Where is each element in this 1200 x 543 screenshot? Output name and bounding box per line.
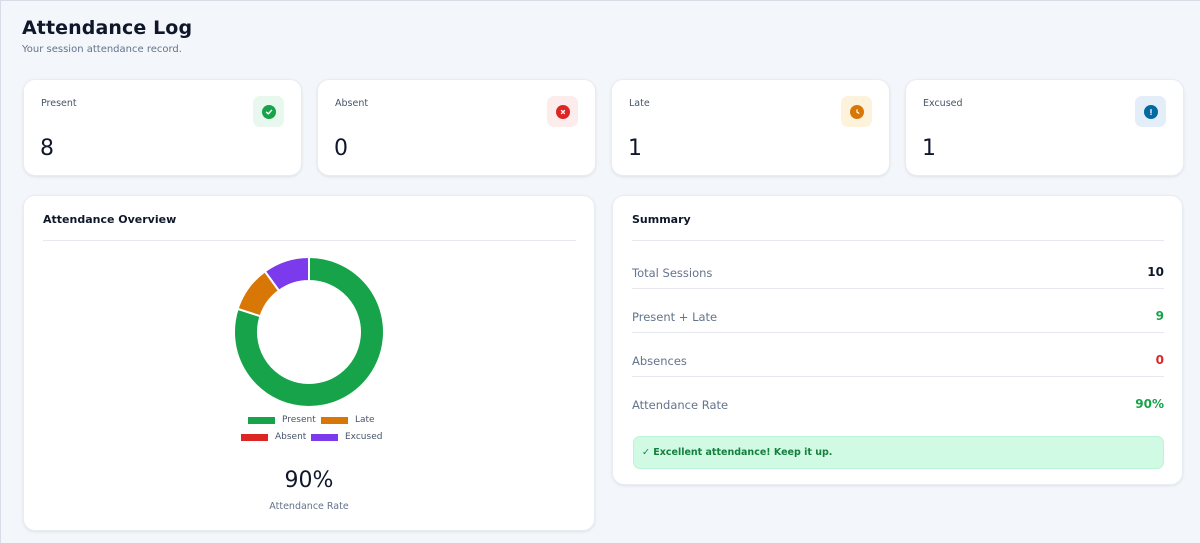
x-circle-icon	[555, 104, 570, 119]
summary-value: 10	[1147, 265, 1164, 279]
legend-swatch	[311, 433, 338, 441]
clock-icon	[849, 104, 864, 119]
summary-value: 0	[1155, 353, 1164, 367]
stat-label: Late	[629, 98, 650, 109]
summary-row-absences: Absences 0	[632, 333, 1164, 377]
check-circle-icon	[261, 104, 276, 119]
stat-value: 8	[40, 136, 54, 161]
stat-value: 0	[334, 136, 348, 161]
panel-title: Summary	[632, 213, 691, 226]
legend-label: Excused	[345, 432, 383, 442]
donut-slice-present	[233, 256, 385, 408]
attendance-note-banner: ✓ Excellent attendance! Keep it up.	[633, 436, 1164, 469]
legend-item-late: Late	[321, 415, 375, 425]
stat-value: 1	[922, 136, 936, 161]
stat-icon-box	[547, 96, 578, 127]
attendance-rate-value: 90%	[284, 468, 334, 493]
stat-label: Absent	[335, 98, 369, 109]
attendance-overview-panel: Attendance Overview Present Late Absent …	[23, 195, 595, 531]
legend-item-excused: Excused	[311, 432, 382, 442]
summary-label: Present + Late	[632, 310, 718, 324]
summary-label: Attendance Rate	[632, 398, 729, 412]
stat-label: Present	[41, 98, 77, 109]
legend-item-present: Present	[248, 415, 316, 425]
summary-row-present-late: Present + Late 9	[632, 289, 1164, 333]
stat-value: 1	[628, 136, 642, 161]
legend-label: Present	[282, 415, 316, 425]
summary-label: Absences	[632, 354, 687, 368]
summary-row-attendance-rate: Attendance Rate 90%	[632, 377, 1164, 421]
legend-swatch	[321, 416, 348, 424]
summary-panel: Summary Total Sessions 10 Present + Late…	[612, 195, 1183, 485]
legend-label: Late	[355, 415, 375, 425]
donut-slice-excused	[263, 256, 310, 293]
note-text: ✓ Excellent attendance! Keep it up.	[642, 447, 833, 458]
alert-circle-icon	[1143, 104, 1158, 119]
page-title: Attendance Log	[22, 17, 193, 39]
stat-icon-box	[1135, 96, 1166, 127]
legend-item-absent: Absent	[241, 432, 306, 442]
attendance-donut-chart	[233, 256, 385, 408]
stat-icon-box	[841, 96, 872, 127]
divider	[632, 240, 1164, 241]
stat-card-late: Late 1	[611, 79, 890, 176]
stat-card-absent: Absent 0	[317, 79, 596, 176]
summary-row-total-sessions: Total Sessions 10	[632, 245, 1164, 289]
stat-card-present: Present 8	[23, 79, 302, 176]
page-subtitle: Your session attendance record.	[22, 44, 182, 55]
stat-card-excused: Excused 1	[905, 79, 1184, 176]
summary-label: Total Sessions	[632, 266, 713, 280]
legend-swatch	[241, 433, 268, 441]
stat-icon-box	[253, 96, 284, 127]
summary-value: 90%	[1135, 397, 1164, 411]
divider	[43, 240, 576, 241]
panel-title: Attendance Overview	[43, 213, 177, 226]
legend-label: Absent	[275, 432, 307, 442]
attendance-rate-caption: Attendance Rate	[269, 501, 349, 512]
stat-label: Excused	[923, 98, 963, 109]
summary-value: 9	[1155, 309, 1164, 323]
legend-swatch	[248, 416, 275, 424]
